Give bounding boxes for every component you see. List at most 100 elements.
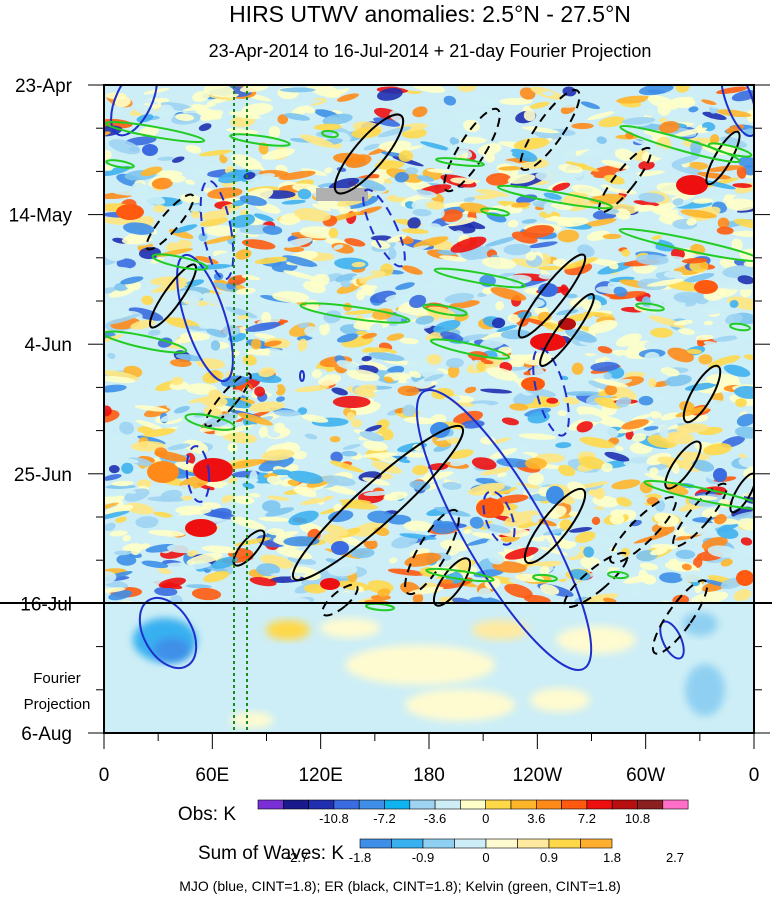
anomaly-patch — [495, 301, 504, 311]
anomaly-patch — [443, 95, 457, 106]
anomaly-patch — [258, 456, 294, 472]
anomaly-patch — [562, 253, 579, 263]
anomaly-patch — [631, 414, 652, 421]
anomaly-patch — [538, 265, 562, 271]
anomaly-patch — [616, 95, 652, 104]
anomaly-patch — [111, 190, 143, 196]
anomaly-patch — [258, 367, 276, 378]
anomaly-patch — [337, 295, 347, 302]
anomaly-patch — [558, 464, 576, 477]
anomaly-patch — [603, 174, 625, 185]
anomaly-patch — [283, 270, 318, 281]
anomaly-patch — [200, 395, 228, 408]
anomaly-patch — [448, 449, 474, 460]
anomaly-patch — [547, 138, 572, 149]
anomaly-patch — [686, 348, 702, 355]
anomaly-patch — [648, 378, 657, 388]
kelvin-contour — [299, 302, 411, 324]
anomaly-patch — [447, 365, 460, 378]
anomaly-patch — [503, 510, 539, 527]
anomaly-patch — [398, 150, 414, 162]
anomaly-patch — [471, 194, 498, 200]
anomaly-patch — [426, 168, 453, 174]
anomaly-patch — [141, 295, 154, 306]
anomaly-patch — [362, 440, 388, 452]
anomaly-patch — [313, 123, 342, 131]
anomaly-patch — [294, 385, 330, 393]
anomaly-patch — [479, 336, 506, 350]
y-axis-labels: 23-Apr 14-May 4-Jun 25-Jun 16-Jul 6-Aug — [9, 76, 73, 745]
anomaly-patch — [229, 214, 256, 228]
anomaly-patch — [108, 590, 133, 601]
anomaly-patch — [298, 322, 310, 329]
anomaly-patch — [351, 419, 363, 428]
anomaly-patch — [261, 311, 272, 325]
anomaly-patch — [104, 370, 139, 381]
anomaly-patch — [341, 501, 378, 510]
anomaly-patch — [535, 171, 564, 182]
anomaly-patch — [170, 175, 186, 183]
anomaly-patch — [601, 462, 613, 473]
er-contour — [443, 107, 501, 193]
anomaly-patch — [638, 569, 649, 582]
anomaly-patch — [105, 484, 136, 489]
anomaly-patch — [173, 224, 198, 234]
anomaly-patch — [664, 431, 695, 445]
anomaly-patch — [664, 374, 692, 387]
anomaly-patch — [507, 314, 521, 324]
chart-title: HIRS UTWV anomalies: 2.5°N - 27.5°N — [229, 1, 631, 27]
anomaly-patch — [218, 169, 253, 184]
anomaly-patch — [351, 458, 373, 469]
anomaly-patch — [277, 114, 289, 125]
anomaly-patch — [507, 174, 536, 184]
anomaly-patch — [264, 507, 295, 517]
anomaly-patch — [365, 277, 384, 286]
x-tick-label: 0 — [99, 765, 110, 786]
anomaly-patch — [104, 384, 127, 393]
anomaly-patch — [429, 118, 443, 131]
obs-colorbar-swatch — [662, 799, 689, 810]
y-tick-label: 14-May — [9, 206, 73, 227]
anomaly-patch — [700, 304, 729, 316]
anomaly-patch — [586, 354, 607, 360]
anomaly-patch — [230, 154, 262, 170]
hot-anomaly — [147, 461, 179, 483]
er-contour — [563, 551, 629, 609]
kelvin-contour — [618, 227, 754, 263]
anomaly-patch — [620, 547, 631, 557]
anomaly-patch — [373, 117, 401, 127]
anomaly-patch — [523, 109, 536, 122]
anomaly-patch — [720, 558, 733, 567]
projection-anomaly — [230, 712, 274, 728]
projection-anomaly — [345, 645, 495, 685]
cold-anomaly — [331, 541, 349, 555]
kelvin-contour — [422, 303, 468, 317]
hot-anomaly — [116, 204, 144, 220]
anomaly-patch — [185, 144, 202, 154]
anomaly-patch — [361, 355, 372, 362]
anomaly-patch — [210, 340, 221, 351]
er-contour — [729, 472, 754, 514]
anomaly-patch — [312, 203, 331, 211]
anomaly-patch — [583, 546, 595, 558]
anomaly-patch — [158, 217, 176, 227]
anomaly-patch — [382, 485, 403, 493]
anomaly-patch — [157, 515, 193, 527]
anomaly-patch — [736, 413, 754, 427]
anomaly-patch — [235, 287, 256, 295]
anomaly-patch — [707, 246, 725, 256]
anomaly-patch — [439, 255, 467, 262]
anomaly-patch — [120, 276, 144, 285]
anomaly-patch — [732, 230, 754, 238]
anomaly-patch — [351, 261, 366, 268]
anomaly-patch — [676, 451, 710, 461]
y-tick-label: 23-Apr — [15, 76, 73, 97]
anomaly-patch — [108, 431, 144, 442]
anomaly-patch — [644, 309, 654, 317]
anomaly-patch — [505, 274, 532, 285]
waves-colorbar-swatch — [359, 838, 392, 849]
anomaly-patch — [569, 511, 579, 517]
anomaly-patch — [603, 372, 613, 380]
anomaly-patch — [473, 403, 490, 408]
anomaly-patch — [170, 359, 192, 367]
